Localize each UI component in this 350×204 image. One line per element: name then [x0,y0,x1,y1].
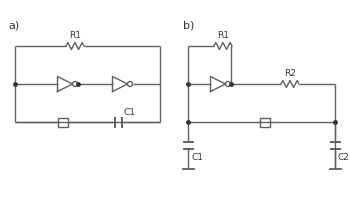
Text: C1: C1 [124,108,136,117]
Text: C1: C1 [191,153,203,163]
Text: C2: C2 [338,153,350,163]
Text: R1: R1 [69,31,81,40]
Text: b): b) [183,20,194,30]
Bar [260,118,270,126]
Bar [58,118,68,126]
Text: R1: R1 [217,31,229,40]
Text: R2: R2 [284,69,296,78]
Text: a): a) [8,20,19,30]
